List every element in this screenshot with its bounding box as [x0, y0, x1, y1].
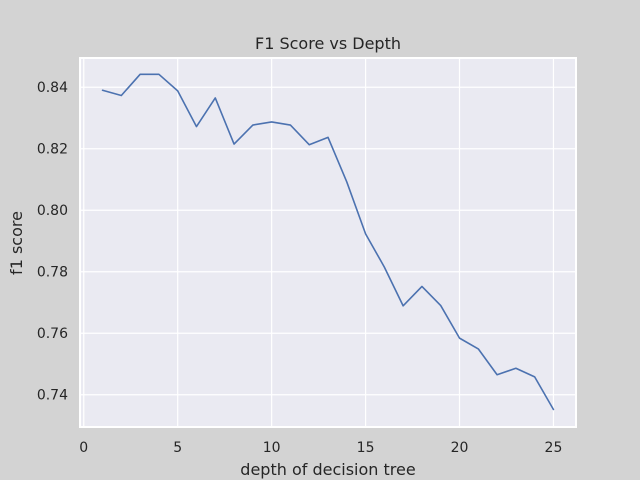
x-tick-labels: 0 5 10 15 20 25: [79, 440, 562, 456]
grid-lines: [80, 58, 576, 427]
x-tick-label: 10: [263, 440, 281, 456]
y-tick-label: 0.76: [37, 326, 68, 342]
y-tick-label: 0.82: [37, 142, 68, 158]
y-tick-labels: 0.74 0.76 0.78 0.80 0.82 0.84: [37, 80, 68, 404]
x-tick-label: 15: [357, 440, 375, 456]
y-tick-label: 0.80: [37, 203, 68, 219]
x-tick-label: 5: [173, 440, 182, 456]
series-layer: [101, 73, 555, 411]
series-line: [101, 73, 555, 411]
chart-title: F1 Score vs Depth: [255, 34, 401, 53]
y-tick-label: 0.84: [37, 80, 68, 96]
y-axis-label: f1 score: [7, 211, 26, 275]
x-tick-label: 20: [451, 440, 469, 456]
x-axis-label: depth of decision tree: [240, 460, 415, 479]
plot-area: [80, 58, 576, 427]
x-tick-label: 0: [79, 440, 88, 456]
y-tick-label: 0.78: [37, 265, 68, 281]
plot-frame: [79, 57, 577, 428]
x-tick-label: 25: [545, 440, 563, 456]
y-tick-label: 0.74: [37, 388, 68, 404]
